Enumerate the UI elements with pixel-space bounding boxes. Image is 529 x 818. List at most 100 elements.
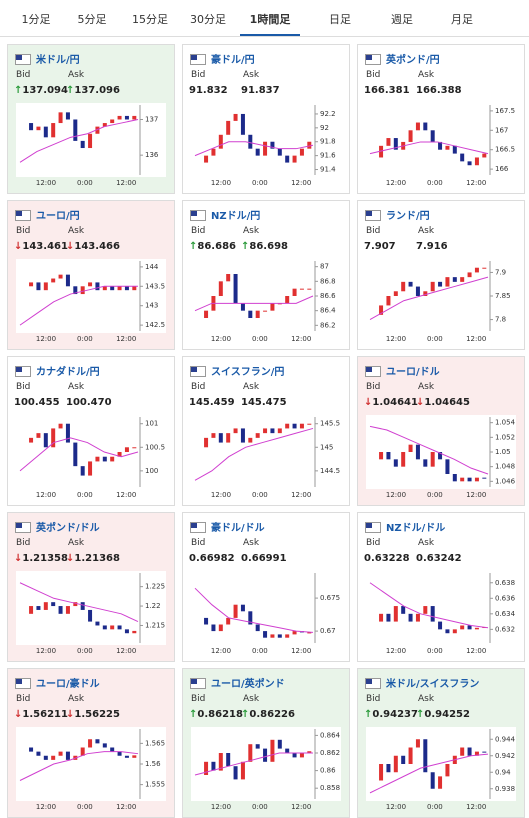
tab[interactable]: 日足: [329, 13, 351, 26]
y-tick-label: 0.862: [320, 749, 340, 757]
mini-chart: 91.4 91.6 91.8 92 92.2 12:00 0:00 12:00: [191, 103, 341, 187]
rate-card[interactable]: 米ドル/スイスフランBidAsk0.942370.942520.9380.940…: [357, 668, 525, 818]
rate-card[interactable]: 米ドル/円 Bid Ask137.094137.096 136 137 12:00 0:00…: [7, 44, 175, 194]
x-tick-label: 0:00: [77, 335, 93, 343]
candle: [43, 433, 48, 448]
ask-value: 7.916: [416, 241, 448, 252]
pair-name: ユーロ/英ポンド: [211, 679, 285, 690]
candle: [292, 631, 297, 635]
candle: [65, 274, 70, 287]
x-tick-label: 12:00: [466, 647, 486, 655]
candle: [270, 739, 275, 762]
candle: [117, 286, 122, 291]
ask-label: Ask: [243, 382, 260, 392]
mini-chart: 0.632 0.634 0.636 0.638 12:00 0:00 12:00: [366, 571, 516, 655]
candle: [423, 122, 428, 131]
flag-icon: [15, 522, 31, 533]
tab[interactable]: 週足: [391, 13, 413, 26]
candle: [102, 286, 107, 291]
y-tick-label: 0.638: [495, 579, 515, 587]
tab[interactable]: 5分足: [77, 13, 107, 26]
y-tick-label: 0.86: [320, 767, 336, 775]
bid-value: 0.86218: [189, 709, 243, 720]
tab[interactable]: 1分足: [21, 13, 51, 26]
rate-card[interactable]: NZドル/ドル Bid Ask 0.63228 0.63242 0.632 0.634 0.6…: [357, 512, 525, 662]
pair-name: NZドル/円: [211, 211, 261, 222]
candle: [263, 428, 268, 434]
tab[interactable]: 30分足: [190, 13, 226, 26]
candle: [292, 155, 297, 163]
rate-card[interactable]: ユーロ/円BidAsk143.461143.466142.5143143.514…: [7, 200, 175, 350]
candle: [29, 437, 34, 443]
bid-value: 1.04641: [364, 397, 418, 408]
candle: [415, 739, 420, 748]
ask-label: Ask: [243, 694, 260, 704]
mini-chart: 0.938 0.94 0.942 0.944 12:00 0:00 12:00: [366, 727, 516, 811]
tab[interactable]: 15分足: [132, 13, 168, 26]
candle: [88, 282, 93, 287]
x-tick-label: 12:00: [466, 179, 486, 187]
x-tick-label: 0:00: [77, 179, 93, 187]
tab[interactable]: 月足: [451, 13, 473, 26]
y-tick-label: 1.048: [495, 463, 515, 471]
candle: [29, 123, 34, 131]
candle: [255, 148, 260, 156]
pair-name: 豪ドル/円: [211, 55, 255, 66]
candle: [233, 113, 238, 121]
x-tick-label: 12:00: [211, 179, 231, 187]
x-tick-label: 0:00: [427, 803, 443, 811]
candle: [248, 611, 253, 625]
candle: [415, 122, 420, 131]
rate-card[interactable]: ユーロ/英ポンドBidAsk0.862180.862260.8580.860.8…: [182, 668, 350, 818]
rate-card[interactable]: カナダドル/円 Bid Ask 100.455 100.470 100 100.5 101 12…: [7, 356, 175, 506]
rate-card[interactable]: スイスフラン/円 Bid Ask 145.459 145.475 144.5 145 145.…: [182, 356, 350, 506]
flag-icon: [190, 366, 206, 377]
bid-label: Bid: [16, 694, 31, 704]
tab[interactable]: 1時間足: [240, 0, 300, 36]
x-tick-label: 0:00: [427, 647, 443, 655]
moving-average: [19, 751, 139, 781]
ask-label: Ask: [68, 70, 85, 80]
rate-card[interactable]: ランド/円 Bid Ask 7.907 7.916 7.8 7.85 7.9 12:00 0:00…: [357, 200, 525, 350]
candle: [474, 477, 479, 482]
candle: [445, 764, 450, 777]
x-tick-label: 12:00: [36, 491, 56, 499]
x-tick-label: 12:00: [36, 179, 56, 187]
ask-label: Ask: [68, 382, 85, 392]
candle: [393, 459, 398, 467]
moving-average: [19, 582, 139, 623]
candle: [233, 428, 238, 434]
rate-card[interactable]: NZドル/円 Bid Ask 86.686 86.698 86.2 86.4 86.6 86.8…: [182, 200, 350, 350]
tab-bar: 1分足 5分足 15分足 30分足 1時間足 日足 週足 月足: [0, 0, 529, 37]
ask-value: 143.466: [66, 241, 120, 252]
bid-label: Bid: [191, 382, 206, 392]
ask-value: 1.04645: [416, 397, 470, 408]
candle: [43, 755, 48, 760]
candle: [226, 753, 231, 767]
rate-card[interactable]: 英ポンド/円 Bid Ask 166.381 166.388 166 166.5 167 167…: [357, 44, 525, 194]
candle: [73, 286, 78, 295]
bid-value: 100.455: [14, 397, 60, 408]
moving-average: [194, 587, 314, 633]
candle: [204, 310, 209, 318]
candle: [379, 452, 384, 460]
moving-average: [369, 753, 489, 794]
y-tick-label: 1.56: [145, 760, 161, 768]
rate-card[interactable]: 豪ドル/ドル Bid Ask 0.66982 0.66991 0.67 0.675 12:00…: [182, 512, 350, 662]
moving-average: [194, 141, 314, 157]
bid-label: Bid: [366, 538, 381, 548]
candle: [285, 748, 290, 753]
candle: [233, 766, 238, 780]
ask-label: Ask: [243, 538, 260, 548]
candle: [299, 288, 304, 290]
rate-card[interactable]: 豪ドル/円 Bid Ask 91.832 91.837 91.4 91.6 91.8 92 92.…: [182, 44, 350, 194]
candle: [386, 452, 391, 460]
pair-name: スイスフラン/円: [211, 367, 285, 378]
candle: [36, 606, 41, 610]
candle: [248, 310, 253, 318]
moving-average: [369, 141, 489, 155]
